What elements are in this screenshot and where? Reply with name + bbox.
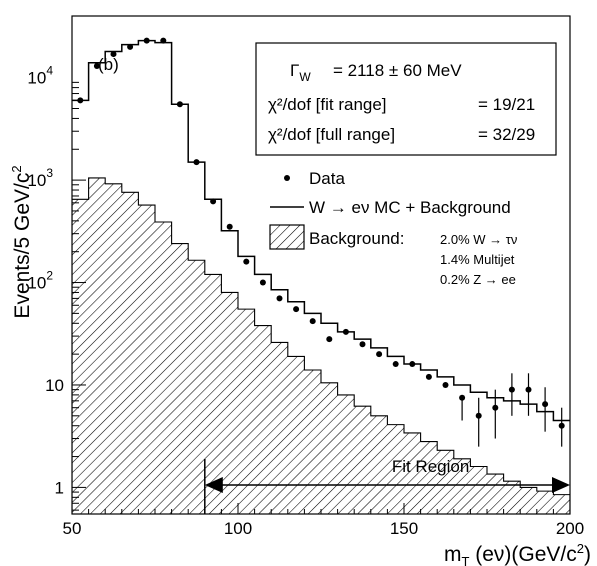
fit-chi2-line: χ²/dof [fit range] = 19/21 — [268, 95, 535, 114]
data-point — [193, 159, 200, 166]
data-point — [226, 223, 233, 230]
data-point — [492, 404, 499, 411]
x-tick-label: 200 — [556, 519, 584, 538]
data-point — [425, 373, 432, 380]
width-line: ΓW = 2118 ± 60 MeV — [290, 61, 462, 84]
fit-region-label: Fit Region — [392, 457, 469, 476]
y-tick-label: 104 — [27, 64, 53, 88]
data-point — [508, 386, 515, 393]
data-point — [542, 401, 549, 408]
width-sub: W — [299, 70, 311, 84]
legend-bkg-label: Background: — [309, 229, 404, 248]
data-point — [558, 422, 565, 429]
fit-chi2-label: χ²/dof [fit range] — [268, 95, 387, 114]
width-value: = 2118 ± 60 MeV — [333, 61, 462, 80]
data-point — [309, 318, 316, 325]
legend-mc-label: W → eν MC + Background — [309, 198, 511, 217]
y-tick-exponent: 3 — [46, 166, 53, 180]
y-tick-exponent: 4 — [46, 64, 53, 78]
data-point — [110, 51, 117, 58]
data-point — [342, 328, 349, 335]
mc-histogram — [72, 39, 570, 422]
background-hist-area — [72, 177, 570, 514]
data-point — [77, 97, 84, 104]
x-tick-label: 50 — [63, 519, 82, 538]
data-point — [392, 361, 399, 368]
data-points — [77, 37, 565, 447]
data-point — [210, 198, 217, 205]
info-box: ΓW = 2118 ± 60 MeV χ²/dof [fit range] = 19… — [255, 42, 557, 156]
data-point — [326, 336, 333, 343]
info-box-frame — [255, 42, 557, 156]
data-point — [243, 258, 250, 265]
data-point — [442, 381, 449, 388]
legend-data-marker — [284, 175, 290, 181]
fit-region-arrow: Fit Region — [204, 457, 570, 514]
data-point — [93, 62, 100, 69]
fit-region-arrowhead-left — [204, 477, 223, 493]
y-tick-label: 10 — [45, 376, 64, 395]
width-label: Γ — [290, 61, 299, 80]
x-tick-label: 100 — [224, 519, 252, 538]
fit-region-arrowhead-right — [552, 477, 570, 493]
data-point — [143, 37, 150, 44]
legend-bkg-component-2: 1.4% Multijet — [440, 252, 515, 267]
y-tick-label: 1 — [55, 478, 64, 497]
data-point — [127, 43, 134, 50]
x-axis-ticks: 50 100 150 200 — [63, 503, 584, 538]
legend-bkg-swatch — [269, 224, 305, 250]
data-point — [276, 295, 283, 302]
data-point — [176, 101, 183, 108]
legend-bkg-component-1: 2.0% W → τν — [440, 232, 517, 247]
data-point — [293, 306, 300, 313]
fit-chi2-value: = 19/21 — [478, 95, 535, 114]
full-chi2-line: χ²/dof [full range] = 32/29 — [268, 125, 535, 144]
panel-label: (b) — [98, 55, 119, 74]
data-point — [475, 412, 482, 419]
full-chi2-value: = 32/29 — [478, 125, 535, 144]
y-tick-exponent: 2 — [46, 269, 53, 283]
legend: Data W → eν MC + Background Background: … — [269, 169, 517, 287]
data-point — [160, 37, 167, 44]
data-point — [359, 341, 366, 348]
data-point — [525, 386, 532, 393]
legend-data-label: Data — [309, 169, 345, 188]
data-point — [459, 394, 466, 401]
x-tick-label: 150 — [390, 519, 418, 538]
data-point — [376, 351, 383, 358]
legend-bkg-component-3: 0.2% Z → ee — [440, 272, 516, 287]
full-chi2-label: χ²/dof [full range] — [268, 125, 395, 144]
data-point — [409, 361, 416, 368]
background-histogram — [72, 177, 570, 514]
data-point — [259, 279, 266, 286]
y-axis-title: Events/5 GeV/c2 — [9, 165, 34, 318]
mc-step-line — [72, 39, 570, 422]
x-axis-title: mT (eν)(GeV/c2) — [444, 541, 591, 566]
